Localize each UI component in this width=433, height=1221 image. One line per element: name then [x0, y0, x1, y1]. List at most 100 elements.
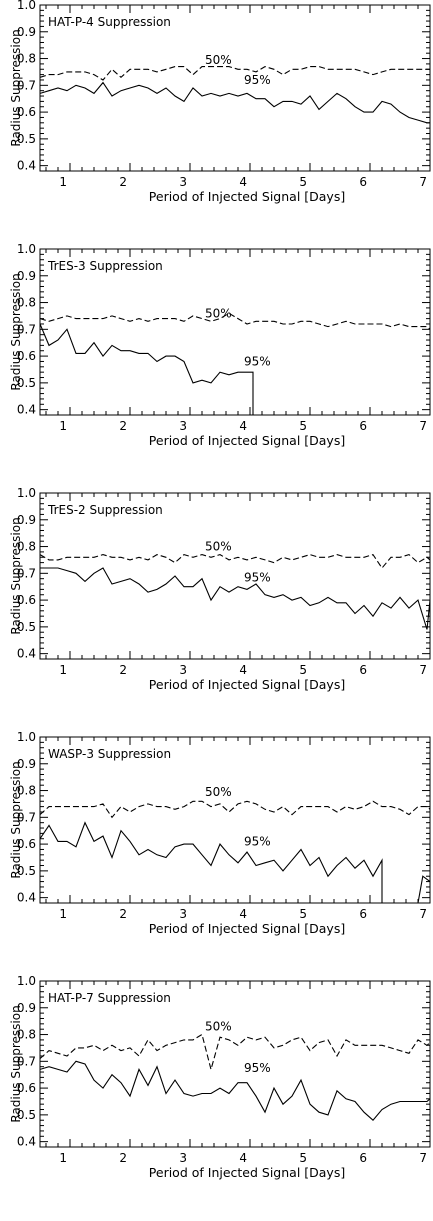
y-tick-label: 0.7 [17, 566, 36, 580]
y-tick-label: 0.7 [17, 322, 36, 336]
x-tick-label: 2 [119, 419, 127, 433]
x-tick-label: 4 [239, 907, 247, 921]
y-tick-label: 0.7 [17, 78, 36, 92]
series-annotation: 50% [205, 53, 232, 67]
x-tick-label: 5 [299, 907, 307, 921]
series-annotation: 50% [205, 785, 232, 799]
y-tick-label: 0.6 [17, 349, 36, 363]
y-tick-label: 0.6 [17, 837, 36, 851]
series-95-line [40, 1060, 430, 1121]
chart-svg: 1 2 3 4 5 6 7 0.4 0.5 0.6 0.7 0.8 0.9 1.0 50% 95% HAT-P-… [9, 976, 431, 1180]
series-annotation: 50% [205, 540, 232, 554]
chart-title: HAT-P-4 Suppression [48, 15, 171, 29]
y-tick-label: 0.5 [17, 1108, 36, 1122]
x-axis-label: Period of Injected Signal [Days] [149, 921, 345, 936]
y-axis-label: Radius Suppression [9, 29, 23, 146]
x-tick-label: 5 [299, 175, 307, 189]
x-tick-label: 7 [419, 1151, 427, 1165]
series-95-line [417, 875, 430, 903]
plot-frame [39, 492, 431, 660]
plot-frame [39, 248, 431, 416]
y-tick-label: 0.6 [17, 593, 36, 607]
y-tick-label: 1.0 [17, 732, 36, 744]
x-tick-label: 6 [359, 1151, 367, 1165]
y-axis-label: Radius Suppression [9, 761, 23, 878]
y-tick-label: 0.4 [17, 891, 36, 905]
y-tick-label: 0.8 [17, 1028, 36, 1042]
x-tick-label: 4 [239, 1151, 247, 1165]
x-tick-label: 7 [419, 419, 427, 433]
chart-svg: 1 2 3 4 5 6 7 0.4 0.5 0.6 0.7 0.8 0.9 1.0 50% 95% TrES-2… [9, 488, 431, 692]
x-tick-label: 2 [119, 175, 127, 189]
x-tick-label: 1 [59, 419, 67, 433]
x-tick-label: 3 [179, 1151, 187, 1165]
y-tick-label: 0.8 [17, 540, 36, 554]
chart-title: HAT-P-7 Suppression [48, 991, 171, 1005]
plot-frame [39, 980, 431, 1148]
y-axis-label: Radius Suppression [9, 517, 23, 634]
series-annotation: 50% [205, 306, 232, 320]
y-tick-label: 0.5 [17, 620, 36, 634]
chart-title: WASP-3 Suppression [48, 747, 171, 761]
x-tick-label: 4 [239, 419, 247, 433]
y-tick-label: 0.5 [17, 864, 36, 878]
series-annotation: 50% [205, 1020, 232, 1034]
y-tick-label: 0.9 [17, 269, 36, 283]
y-tick-label: 0.9 [17, 513, 36, 527]
x-tick-label: 7 [419, 663, 427, 677]
series-annotation: 95% [244, 354, 271, 368]
chart-panel: 1 2 3 4 5 6 7 0.4 0.5 0.6 0.7 0.8 0.9 1.0 50% 95% TrES-2… [0, 488, 433, 732]
y-tick-label: 0.4 [17, 1135, 36, 1149]
x-tick-label: 5 [299, 663, 307, 677]
x-tick-label: 3 [179, 419, 187, 433]
x-tick-label: 3 [179, 907, 187, 921]
x-tick-label: 3 [179, 175, 187, 189]
x-tick-label: 7 [419, 175, 427, 189]
x-tick-label: 6 [359, 663, 367, 677]
x-tick-label: 2 [119, 663, 127, 677]
chart-title: TrES-2 Suppression [47, 503, 163, 517]
x-tick-label: 6 [359, 419, 367, 433]
x-axis-label: Period of Injected Signal [Days] [149, 189, 345, 204]
y-axis-label: Radius Suppression [9, 1005, 23, 1122]
y-tick-label: 0.7 [17, 1054, 36, 1068]
y-tick-label: 0.5 [17, 376, 36, 390]
y-tick-label: 0.7 [17, 810, 36, 824]
chart-svg: 1 2 3 4 5 6 7 0.4 0.5 0.6 0.7 0.8 0.9 1.0 50% 95% HAT-P-… [9, 0, 431, 204]
y-tick-label: 0.6 [17, 1081, 36, 1095]
series-95-line [40, 821, 383, 903]
x-tick-label: 4 [239, 175, 247, 189]
y-axis-label: Radius Suppression [9, 273, 23, 390]
series-annotation: 95% [244, 73, 271, 87]
y-tick-label: 1.0 [17, 976, 36, 988]
y-tick-label: 0.4 [17, 403, 36, 417]
chart-svg: 1 2 3 4 5 6 7 0.4 0.5 0.6 0.7 0.8 0.9 1.0 50% 95% WASP-3… [9, 732, 431, 936]
y-tick-label: 1.0 [17, 244, 36, 256]
series-50-line [40, 312, 430, 330]
x-tick-label: 6 [359, 907, 367, 921]
y-tick-label: 0.4 [17, 647, 36, 661]
x-axis-label: Period of Injected Signal [Days] [149, 677, 345, 692]
x-tick-label: 2 [119, 907, 127, 921]
series-95-line [40, 567, 430, 630]
series-50-line [40, 800, 430, 819]
x-tick-label: 1 [59, 663, 67, 677]
chart-panel: 1 2 3 4 5 6 7 0.4 0.5 0.6 0.7 0.8 0.9 1.0 50% 95% HAT-P-… [0, 0, 433, 244]
y-tick-label: 1.0 [17, 0, 36, 12]
chart-panel: 1 2 3 4 5 6 7 0.4 0.5 0.6 0.7 0.8 0.9 1.0 50% 95% HAT-P-… [0, 976, 433, 1220]
x-tick-label: 5 [299, 1151, 307, 1165]
chart-panel: 1 2 3 4 5 6 7 0.4 0.5 0.6 0.7 0.8 0.9 1.0 50% 95% TrES-3… [0, 244, 433, 488]
x-tick-label: 3 [179, 663, 187, 677]
chart-panel: 1 2 3 4 5 6 7 0.4 0.5 0.6 0.7 0.8 0.9 1.0 50% 95% WASP-3… [0, 732, 433, 976]
plot-frame [39, 736, 431, 904]
series-annotation: 95% [244, 1061, 271, 1075]
x-tick-label: 1 [59, 907, 67, 921]
y-tick-label: 0.9 [17, 25, 36, 39]
x-axis-label: Period of Injected Signal [Days] [149, 1165, 345, 1180]
series-annotation: 95% [244, 570, 271, 584]
x-tick-label: 1 [59, 1151, 67, 1165]
y-tick-label: 0.8 [17, 784, 36, 798]
series-50-line [40, 66, 430, 81]
y-tick-label: 0.6 [17, 105, 36, 119]
